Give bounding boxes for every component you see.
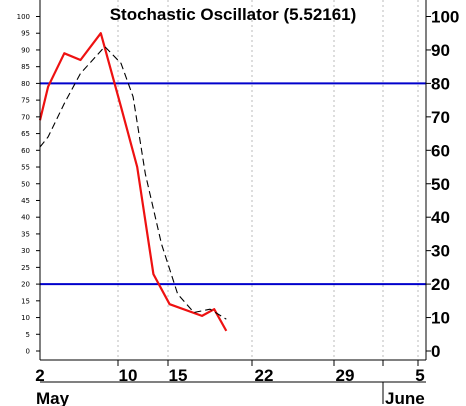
series-line-main-solid xyxy=(38,32,228,332)
left-tick-label: 50 xyxy=(21,180,30,188)
series-line-signal-dashed xyxy=(39,46,227,320)
left-tick-label: 75 xyxy=(21,97,30,105)
left-tick-label: 65 xyxy=(21,130,30,138)
left-tick-label: 5 xyxy=(26,331,30,339)
x-tick-label: 5 xyxy=(415,366,424,385)
x-tick-label: 29 xyxy=(336,366,355,385)
left-tick-label: 0 xyxy=(26,348,30,356)
left-tick-label: 80 xyxy=(21,80,30,88)
left-tick-label: 100 xyxy=(17,13,30,21)
left-tick-label: 85 xyxy=(21,63,30,71)
left-tick-label: 55 xyxy=(21,164,30,172)
x-tick-label: 10 xyxy=(119,366,138,385)
right-tick-label: 30 xyxy=(431,242,450,261)
series-layer xyxy=(38,32,228,332)
x-tick-label: 22 xyxy=(255,366,274,385)
right-tick-label: 50 xyxy=(431,175,450,194)
axis-layer: 1009590858075706560555045403530252015105… xyxy=(17,8,460,406)
right-tick-label: 100 xyxy=(431,8,459,27)
left-tick-label: 90 xyxy=(21,46,30,54)
left-tick-label: 25 xyxy=(21,264,30,272)
right-tick-label: 10 xyxy=(431,309,450,328)
reference-lines xyxy=(40,82,426,286)
month-label: May xyxy=(36,389,70,406)
left-tick-label: 15 xyxy=(21,297,30,305)
left-tick-label: 40 xyxy=(21,214,30,222)
right-tick-label: 60 xyxy=(431,141,450,160)
left-tick-label: 30 xyxy=(21,247,30,255)
right-tick-label: 90 xyxy=(431,41,450,60)
left-tick-label: 45 xyxy=(21,197,30,205)
right-tick-label: 20 xyxy=(431,275,450,294)
left-tick-label: 35 xyxy=(21,230,30,238)
left-tick-label: 10 xyxy=(21,314,30,322)
x-tick-label: 2 xyxy=(35,366,44,385)
left-tick-label: 95 xyxy=(21,30,30,38)
right-tick-label: 40 xyxy=(431,208,450,227)
left-tick-label: 70 xyxy=(21,113,30,121)
left-tick-label: 60 xyxy=(21,147,30,155)
right-tick-label: 70 xyxy=(431,108,450,127)
right-tick-label: 0 xyxy=(431,342,440,361)
left-tick-label: 20 xyxy=(21,281,30,289)
grid-layer xyxy=(117,0,419,360)
month-label: June xyxy=(385,389,425,406)
chart-title: Stochastic Oscillator (5.52161) xyxy=(110,5,357,24)
x-tick-label: 15 xyxy=(169,366,188,385)
right-tick-label: 80 xyxy=(431,74,450,93)
